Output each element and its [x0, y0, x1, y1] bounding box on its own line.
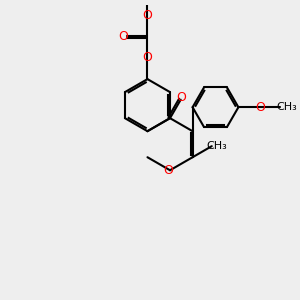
Text: O: O	[176, 91, 186, 104]
Text: CH₃: CH₃	[207, 141, 227, 151]
Text: CH₃: CH₃	[276, 102, 297, 112]
Text: O: O	[164, 164, 173, 177]
Text: O: O	[142, 51, 152, 64]
Text: O: O	[118, 30, 128, 43]
Text: O: O	[255, 101, 265, 114]
Text: O: O	[142, 8, 152, 22]
